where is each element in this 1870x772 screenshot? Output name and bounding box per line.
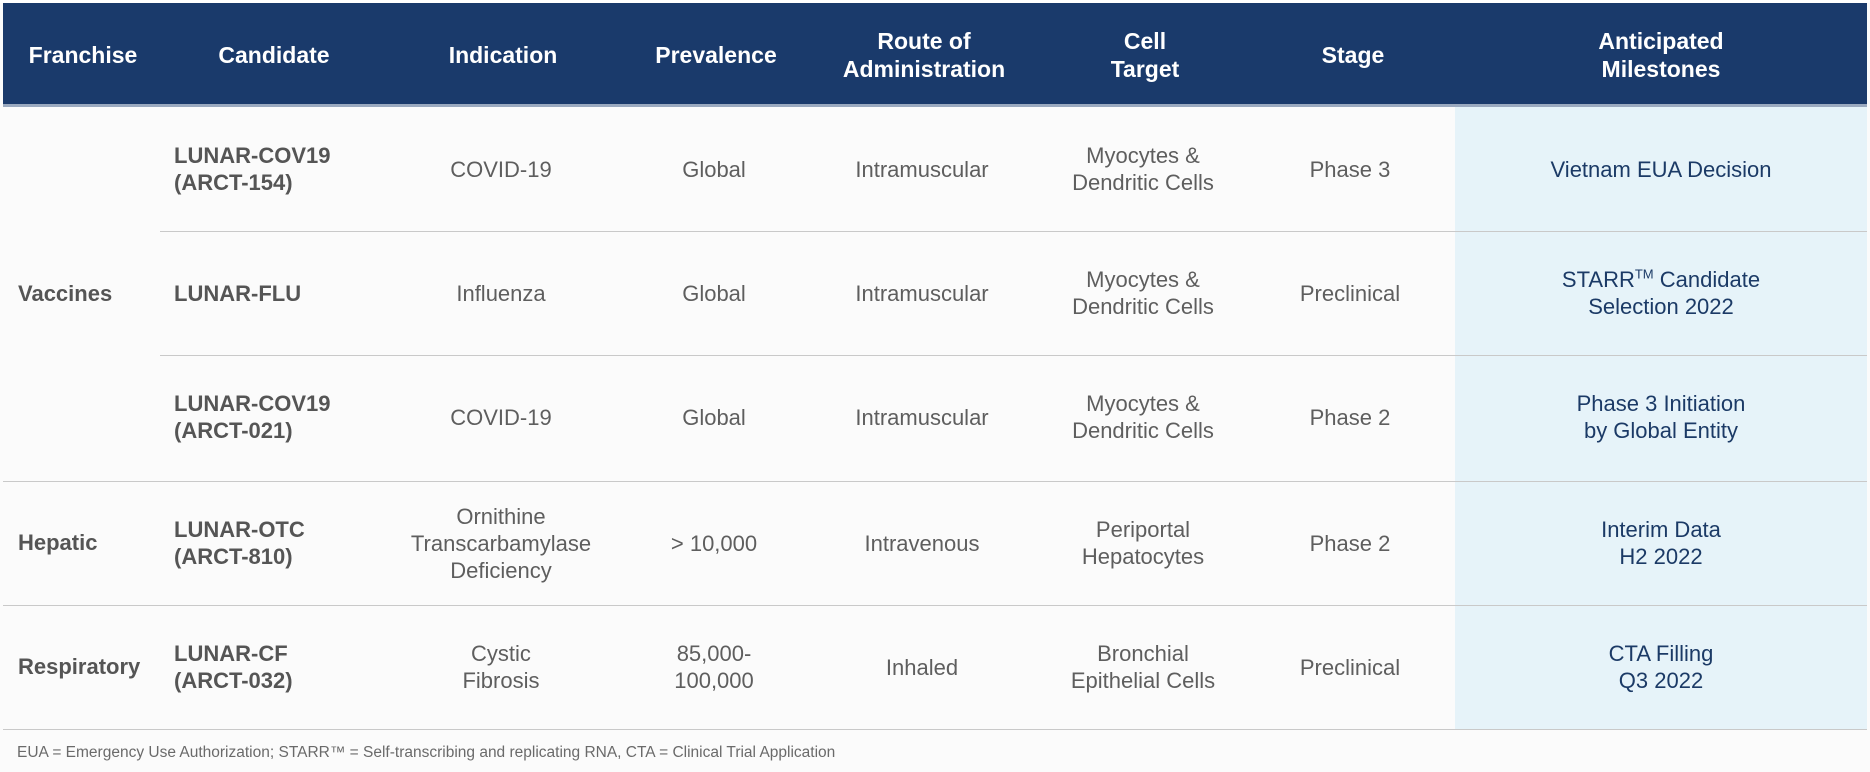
- franchise-respiratory: Respiratory: [18, 654, 141, 679]
- table-row: LUNAR-CF (ARCT-032) Cystic Fibrosis 85,0…: [0, 605, 1870, 729]
- prevalence-cell: > 10,000: [670, 530, 758, 556]
- milestone-cell: CTA Filling Q3 2022: [1608, 641, 1714, 693]
- trademark-superscript: TM: [1634, 266, 1654, 282]
- franchise-vaccines: Vaccines: [18, 281, 113, 306]
- milestone-text-pre: STARR: [1561, 267, 1635, 292]
- table-row: LUNAR-OTC (ARCT-810) Ornithine Transcarb…: [0, 481, 1870, 605]
- stage-cell: Preclinical: [1299, 280, 1401, 306]
- candidate-cell: LUNAR-FLU: [174, 280, 302, 306]
- header-franchise: Franchise: [28, 42, 138, 68]
- stage-cell: Phase 3: [1309, 156, 1391, 182]
- table-header: Franchise Candidate Indication Prevalenc…: [3, 3, 1867, 107]
- milestone-cell: STARRTM Candidate Selection 2022: [1455, 231, 1867, 355]
- table-row: LUNAR-COV19 (ARCT-154) COVID-19 Global I…: [0, 107, 1870, 231]
- route-cell: Inhaled: [885, 654, 959, 680]
- franchise-hepatic: Hepatic: [18, 530, 98, 555]
- candidate-cell: LUNAR-OTC (ARCT-810): [174, 517, 305, 569]
- header-route: Route of Administration: [842, 28, 1006, 82]
- milestone-text-post: Candidate: [1653, 267, 1761, 292]
- cell-target-cell: Myocytes & Dendritic Cells: [1072, 391, 1214, 443]
- milestone-cell: Interim Data H2 2022: [1601, 517, 1721, 569]
- route-cell: Intravenous: [864, 530, 980, 556]
- indication-cell: COVID-19: [450, 156, 552, 182]
- indication-cell: Influenza: [456, 280, 546, 306]
- candidate-cell: LUNAR-COV19 (ARCT-021): [174, 391, 331, 443]
- cell-target-cell: Bronchial Epithelial Cells: [1070, 641, 1216, 693]
- row-divider: [160, 231, 1867, 232]
- route-cell: Intramuscular: [855, 280, 989, 306]
- cell-target-cell: Periportal Hepatocytes: [1081, 517, 1205, 569]
- milestones-column-background: [1455, 107, 1867, 729]
- header-indication: Indication: [448, 42, 558, 68]
- milestone-text-line2: Selection 2022: [1588, 294, 1734, 319]
- cell-target-cell: Myocytes & Dendritic Cells: [1072, 267, 1214, 319]
- row-divider: [3, 605, 1867, 606]
- stage-cell: Phase 2: [1309, 530, 1391, 556]
- row-divider: [3, 481, 1867, 482]
- row-divider: [3, 729, 1867, 730]
- indication-cell: Ornithine Transcarbamylase Deficiency: [410, 503, 592, 583]
- top-rule: [0, 0, 1870, 3]
- header-prevalence: Prevalence: [655, 42, 777, 68]
- cell-target-cell: Myocytes & Dendritic Cells: [1072, 143, 1214, 195]
- milestone-cell: Vietnam EUA Decision: [1550, 156, 1772, 182]
- candidate-cell: LUNAR-CF (ARCT-032): [174, 641, 293, 693]
- header-stage: Stage: [1321, 42, 1385, 68]
- prevalence-cell: Global: [682, 404, 746, 430]
- route-cell: Intramuscular: [855, 156, 989, 182]
- row-divider: [160, 355, 1867, 356]
- prevalence-cell: Global: [682, 280, 746, 306]
- indication-cell: COVID-19: [450, 404, 552, 430]
- header-candidate: Candidate: [218, 42, 330, 68]
- route-cell: Intramuscular: [855, 404, 989, 430]
- header-milestones: Anticipated Milestones: [1598, 28, 1724, 82]
- candidate-cell: LUNAR-COV19 (ARCT-154): [174, 143, 331, 195]
- prevalence-cell: 85,000- 100,000: [674, 641, 754, 693]
- indication-cell: Cystic Fibrosis: [462, 641, 540, 693]
- prevalence-cell: Global: [682, 156, 746, 182]
- table-row: LUNAR-COV19 (ARCT-021) COVID-19 Global I…: [0, 355, 1870, 479]
- table-row: LUNAR-FLU Influenza Global Intramuscular…: [0, 231, 1870, 355]
- header-cell-target: Cell Target: [1110, 28, 1180, 82]
- milestone-cell: Phase 3 Initiation by Global Entity: [1576, 391, 1746, 443]
- stage-cell: Phase 2: [1309, 404, 1391, 430]
- footnote: EUA = Emergency Use Authorization; STARR…: [17, 744, 836, 761]
- stage-cell: Preclinical: [1299, 654, 1401, 680]
